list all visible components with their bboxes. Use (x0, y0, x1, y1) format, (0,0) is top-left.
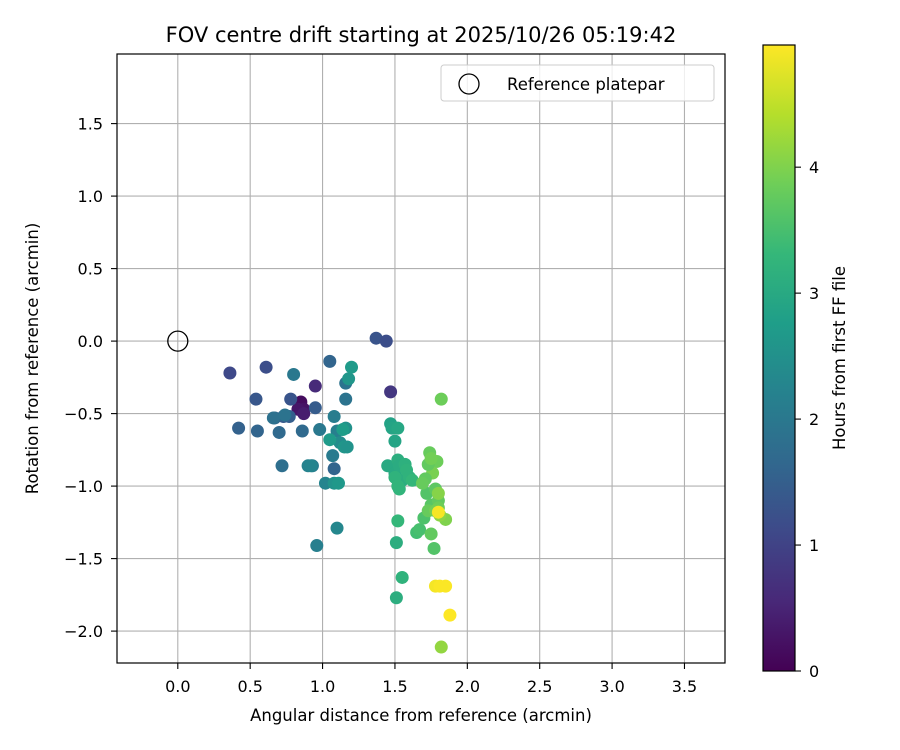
x-tick-label: 0.5 (237, 677, 262, 696)
data-point (323, 354, 337, 368)
x-tick-label: 2.5 (527, 677, 552, 696)
y-tick-label: 0.5 (78, 260, 103, 279)
y-tick-label: −1.5 (64, 550, 103, 569)
y-tick-label: 1.5 (78, 115, 103, 134)
data-point (391, 514, 405, 528)
colorbar-label: Hours from first FF file (830, 266, 849, 450)
y-tick-label: 0.0 (78, 332, 103, 351)
data-point (297, 407, 311, 421)
data-point (431, 505, 445, 519)
data-point (310, 539, 324, 553)
data-point (326, 449, 340, 463)
y-tick-label: −0.5 (64, 405, 103, 424)
colorbar-tick-label: 3 (809, 284, 819, 303)
x-tick-label: 0.0 (165, 677, 190, 696)
data-point (395, 570, 409, 584)
data-point (342, 372, 356, 386)
colorbar-ticks: 0 1 2 3 4 (795, 158, 819, 681)
reference-platepar-marker (167, 330, 189, 352)
legend-box (440, 64, 715, 102)
data-point (424, 452, 438, 466)
data-point (384, 385, 398, 399)
data-point (424, 527, 438, 541)
data-point (308, 401, 322, 415)
data-point (249, 392, 263, 406)
scatter-points (223, 331, 457, 654)
data-point (340, 440, 354, 454)
legend-marker-reference (458, 73, 480, 95)
colorbar-tick-label: 0 (809, 662, 819, 681)
data-point (308, 379, 322, 393)
x-tick-label: 2.0 (455, 677, 480, 696)
chart-title: FOV centre drift starting at 2025/10/26 … (166, 23, 677, 47)
data-point (339, 392, 353, 406)
colorbar: 0 1 2 3 4 Hours from first FF file (762, 44, 849, 681)
data-point (427, 541, 441, 555)
data-point (389, 536, 403, 550)
data-point (434, 392, 448, 406)
data-point (323, 433, 337, 447)
colorbar-tick-label: 2 (809, 410, 819, 429)
x-tick-label: 1.5 (382, 677, 407, 696)
data-point (287, 367, 301, 381)
y-tick-label: 1.0 (78, 187, 103, 206)
data-point (439, 579, 453, 593)
data-point (284, 392, 298, 406)
y-tick-label: −1.0 (64, 477, 103, 496)
x-axis-ticks: 0.0 0.5 1.0 1.5 2.0 2.5 3.0 3.5 (165, 663, 697, 696)
data-point (250, 424, 264, 438)
data-point (295, 424, 309, 438)
data-point (443, 608, 457, 622)
data-point (223, 366, 237, 380)
plot-frame (116, 53, 726, 664)
data-point (389, 591, 403, 605)
data-point (259, 360, 273, 374)
data-point (336, 423, 350, 437)
x-tick-label: 1.0 (310, 677, 335, 696)
y-tick-label: −2.0 (64, 622, 103, 641)
colorbar-tick-label: 4 (809, 158, 819, 177)
data-point (415, 476, 429, 490)
data-point (388, 434, 402, 448)
data-point (345, 360, 359, 374)
data-point (369, 331, 383, 345)
colorbar-tick-label: 1 (809, 536, 819, 555)
data-point (379, 334, 393, 348)
legend-label-reference: Reference platepar (507, 75, 665, 94)
data-point (431, 486, 445, 500)
data-point (392, 482, 406, 496)
y-axis-label: Rotation from reference (arcmin) (23, 223, 42, 495)
data-point (327, 462, 341, 476)
data-point (434, 640, 448, 654)
data-point (330, 521, 344, 535)
data-point (304, 459, 318, 473)
data-point (232, 421, 246, 435)
data-point (266, 411, 280, 425)
x-tick-label: 3.5 (672, 677, 697, 696)
reference-marker-layer (167, 330, 189, 352)
y-axis-ticks: −2.0 −1.5 −1.0 −0.5 0.0 0.5 1.0 1.5 (64, 115, 117, 641)
data-point (275, 459, 289, 473)
data-point (391, 421, 405, 435)
data-point (405, 473, 419, 487)
data-point (331, 476, 345, 490)
grid (117, 54, 725, 663)
colorbar-frame (762, 44, 796, 672)
data-point (272, 425, 286, 439)
x-axis-label: Angular distance from reference (arcmin) (250, 706, 592, 725)
x-tick-label: 3.0 (599, 677, 624, 696)
legend[interactable]: Reference platepar (440, 64, 715, 102)
data-point (413, 523, 427, 537)
colorbar-gradient (763, 45, 795, 671)
data-point (313, 423, 327, 437)
data-point (278, 408, 292, 422)
data-point (327, 410, 341, 423)
